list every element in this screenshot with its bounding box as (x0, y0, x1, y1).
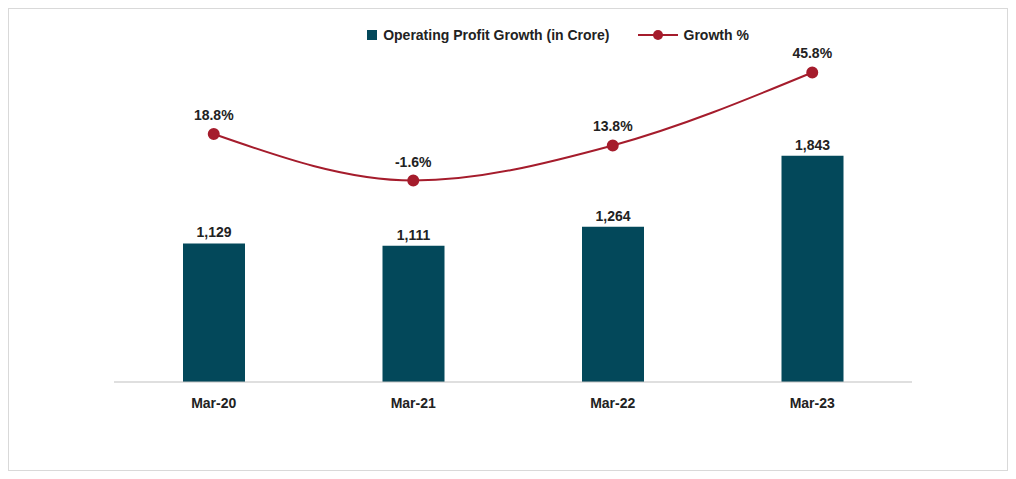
svg-text:1,111: 1,111 (397, 227, 431, 243)
svg-text:Mar-22: Mar-22 (590, 395, 635, 411)
svg-text:13.8%: 13.8% (593, 118, 633, 134)
svg-text:45.8%: 45.8% (792, 45, 832, 61)
svg-text:18.8%: 18.8% (194, 107, 234, 123)
svg-text:1,129: 1,129 (196, 224, 231, 240)
svg-text:-1.6%: -1.6% (395, 154, 432, 170)
svg-text:1,264: 1,264 (595, 208, 630, 224)
svg-text:1,843: 1,843 (795, 137, 830, 153)
svg-text:Mar-20: Mar-20 (191, 395, 236, 411)
svg-text:Mar-21: Mar-21 (391, 395, 436, 411)
html-text:Growth %: Growth % (683, 27, 749, 43)
svg-text:Mar-23: Mar-23 (790, 395, 835, 411)
html-text:Operating Profit Growth (in Cr: Operating Profit Growth (in Crore) (383, 27, 610, 43)
